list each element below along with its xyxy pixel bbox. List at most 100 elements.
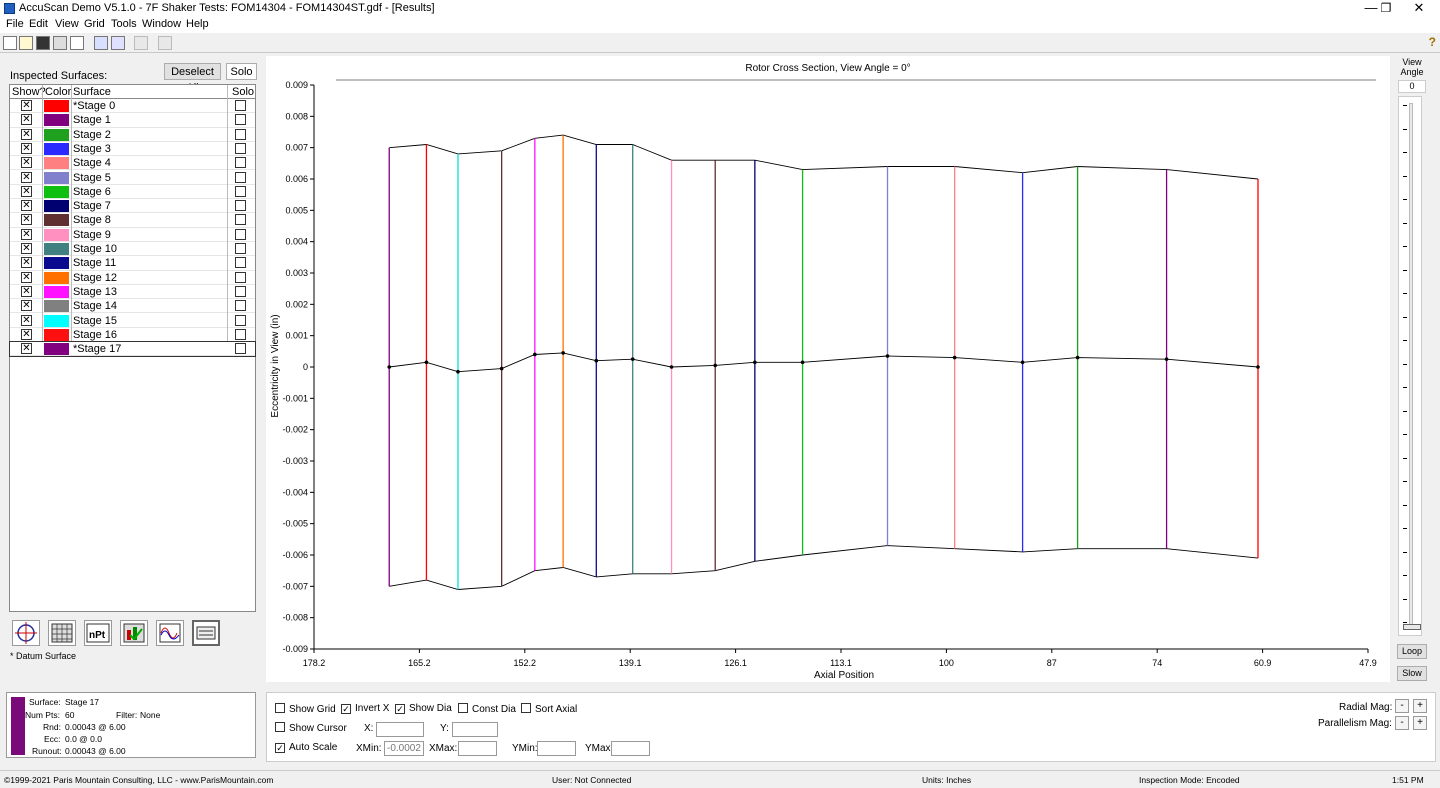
solo-checkbox[interactable] <box>235 314 246 326</box>
new-file-icon[interactable] <box>3 36 17 50</box>
ymin-field[interactable] <box>537 741 576 756</box>
color-swatch[interactable] <box>44 343 69 356</box>
show-checkbox[interactable]: ✕ <box>21 300 32 312</box>
solo-checkbox[interactable] <box>235 171 246 183</box>
color-swatch[interactable] <box>44 228 69 241</box>
grid-icon[interactable] <box>48 620 76 646</box>
print-preview-icon[interactable] <box>70 36 84 50</box>
solo-checkbox[interactable] <box>235 114 246 126</box>
invert-x-checkbox[interactable]: ✓ Invert X <box>341 703 390 714</box>
show-checkbox[interactable]: ✕ <box>21 100 32 111</box>
minimize-button[interactable]: — <box>1364 0 1378 15</box>
show-checkbox[interactable]: ✕ <box>21 171 32 183</box>
npt-icon[interactable]: nPt <box>84 620 112 646</box>
show-checkbox[interactable]: ✕ <box>21 314 32 326</box>
table-row[interactable]: ✕ Stage 2 <box>10 128 255 142</box>
show-checkbox[interactable]: ✕ <box>21 214 32 226</box>
color-swatch[interactable] <box>44 214 69 227</box>
color-swatch[interactable] <box>44 300 69 313</box>
show-checkbox[interactable]: ✕ <box>21 142 32 154</box>
color-swatch[interactable] <box>44 114 69 127</box>
solo-checkbox[interactable] <box>235 300 246 312</box>
parallelism-mag-minus-button[interactable]: - <box>1395 716 1409 730</box>
color-swatch[interactable] <box>44 142 69 155</box>
color-swatch[interactable] <box>44 185 69 198</box>
probe-icon[interactable] <box>192 620 220 646</box>
show-checkbox[interactable]: ✕ <box>21 114 32 126</box>
rotor-cross-section-chart[interactable]: Rotor Cross Section, View Angle = 0° Axi… <box>266 56 1390 682</box>
solo-checkbox[interactable] <box>235 214 246 226</box>
radial-mag-minus-button[interactable]: - <box>1395 699 1409 713</box>
solo-checkbox[interactable] <box>235 185 246 197</box>
save-icon[interactable] <box>36 36 50 50</box>
solo-checkbox[interactable] <box>235 100 246 111</box>
menu-file[interactable]: File <box>6 18 24 30</box>
table-row[interactable]: ✕ Stage 6 <box>10 185 255 200</box>
open-folder-icon[interactable] <box>19 36 33 50</box>
show-checkbox[interactable]: ✕ <box>21 185 32 197</box>
slider-thumb[interactable] <box>1403 624 1421 630</box>
menu-tools[interactable]: Tools <box>111 18 137 30</box>
show-checkbox[interactable]: ✕ <box>21 343 32 355</box>
table-row[interactable]: ✕ Stage 8 <box>10 213 255 228</box>
waveform-icon[interactable] <box>134 36 148 50</box>
deselect-all-button[interactable]: Deselect All <box>164 63 221 94</box>
table-row[interactable]: ✕ Stage 9 <box>10 228 255 242</box>
parallelism-mag-plus-button[interactable]: + <box>1413 716 1427 730</box>
show-checkbox[interactable]: ✕ <box>21 243 32 254</box>
table-row[interactable]: ✕ Stage 10 <box>10 242 255 257</box>
view-angle-value[interactable]: 0 <box>1398 80 1426 93</box>
solo-checkbox[interactable] <box>235 200 246 212</box>
slow-button[interactable]: Slow <box>1397 666 1427 681</box>
table-row[interactable]: ✕ *Stage 0 <box>10 99 255 114</box>
show-checkbox[interactable]: ✕ <box>21 328 32 340</box>
restore-button[interactable]: ❐ <box>1380 1 1392 15</box>
menu-help[interactable]: Help <box>186 18 209 30</box>
loop-button[interactable]: Loop <box>1397 644 1427 659</box>
show-checkbox[interactable]: ✕ <box>21 271 32 283</box>
color-swatch[interactable] <box>44 128 69 141</box>
solo-checkbox[interactable] <box>235 142 246 154</box>
color-swatch[interactable] <box>44 243 69 255</box>
crosshair-icon[interactable] <box>12 620 40 646</box>
table-row[interactable]: ✕ Stage 14 <box>10 299 255 314</box>
show-checkbox[interactable]: ✕ <box>21 157 32 169</box>
menu-grid[interactable]: Grid <box>84 18 105 30</box>
table-row[interactable]: ✕ Stage 3 <box>10 142 255 157</box>
table-row[interactable]: ✕ Stage 1 <box>10 113 255 128</box>
xmax-field[interactable] <box>458 741 497 756</box>
color-swatch[interactable] <box>44 200 69 213</box>
show-checkbox[interactable]: ✕ <box>21 128 32 140</box>
table-row[interactable]: ✕ Stage 12 <box>10 271 255 285</box>
solo-checkbox[interactable] <box>235 328 246 340</box>
help-icon[interactable]: ? <box>1428 35 1436 49</box>
layers-icon[interactable] <box>94 36 108 50</box>
solo-button[interactable]: Solo <box>226 63 257 80</box>
color-swatch[interactable] <box>44 285 69 298</box>
solo-checkbox[interactable] <box>235 157 246 169</box>
color-swatch[interactable] <box>44 328 69 341</box>
export-icon[interactable] <box>158 36 172 50</box>
radial-mag-plus-button[interactable]: + <box>1413 699 1427 713</box>
show-dia-checkbox[interactable]: ✓ Show Dia <box>395 703 452 714</box>
solo-checkbox[interactable] <box>235 257 246 269</box>
table-row[interactable]: ✕ Stage 11 <box>10 256 255 271</box>
color-swatch[interactable] <box>44 100 69 112</box>
solo-checkbox[interactable] <box>235 271 246 283</box>
solo-checkbox[interactable] <box>235 228 246 240</box>
chart-area[interactable]: Rotor Cross Section, View Angle = 0° Axi… <box>266 56 1390 682</box>
color-swatch[interactable] <box>44 314 69 327</box>
view-angle-slider[interactable] <box>1398 96 1422 636</box>
target-icon[interactable] <box>111 36 125 50</box>
menu-window[interactable]: Window <box>142 18 182 30</box>
color-swatch[interactable] <box>44 271 69 284</box>
table-row[interactable]: ✕ Stage 16 <box>10 328 255 343</box>
color-swatch[interactable] <box>44 157 69 170</box>
menu-edit[interactable]: Edit <box>29 18 48 30</box>
table-row[interactable]: ✕ Stage 7 <box>10 199 255 214</box>
sort-axial-checkbox[interactable]: Sort Axial <box>521 703 577 715</box>
auto-scale-checkbox[interactable]: ✓ Auto Scale <box>275 742 338 753</box>
chart-check-icon[interactable] <box>120 620 148 646</box>
cursor-x-field[interactable] <box>376 722 424 737</box>
table-row[interactable]: ✕ Stage 15 <box>10 314 255 328</box>
